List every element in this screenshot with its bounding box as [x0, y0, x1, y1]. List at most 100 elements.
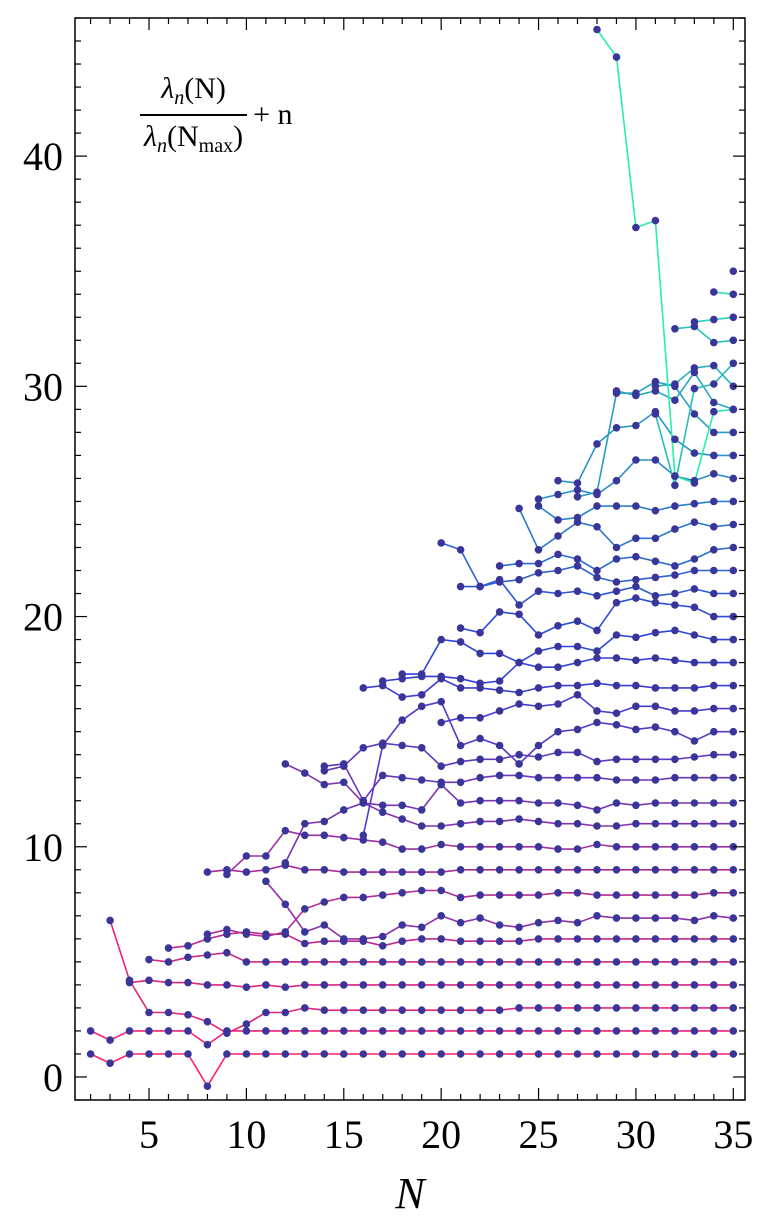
- data-point: [145, 976, 153, 985]
- data-point: [729, 405, 738, 414]
- data-point: [651, 755, 660, 764]
- data-point: [710, 658, 718, 667]
- data-point: [710, 566, 718, 575]
- data-point: [554, 748, 562, 757]
- data-point: [417, 845, 426, 853]
- data-point: [437, 718, 446, 727]
- data-point: [476, 914, 484, 922]
- data-point: [456, 1027, 465, 1035]
- data-point: [729, 1004, 738, 1012]
- data-point: [417, 1050, 426, 1058]
- data-point: [495, 677, 504, 685]
- data-point: [417, 822, 426, 830]
- data-point: [612, 424, 621, 432]
- data-point: [437, 868, 446, 876]
- data-point: [632, 702, 640, 711]
- data-point: [456, 819, 465, 828]
- data-point: [573, 725, 582, 734]
- data-point: [534, 647, 543, 655]
- data-point: [651, 628, 660, 637]
- data-point: [729, 1027, 738, 1035]
- data-point: [301, 928, 309, 936]
- data-point: [690, 479, 699, 487]
- data-point: [340, 1050, 348, 1058]
- data-point: [671, 958, 679, 966]
- data-point: [573, 845, 582, 853]
- data-point: [359, 796, 368, 805]
- data-point: [456, 674, 465, 683]
- x-axis-title: N: [394, 1169, 427, 1218]
- data-point: [632, 575, 640, 584]
- data-point: [340, 958, 348, 966]
- data-point: [359, 684, 368, 692]
- data-point: [534, 817, 543, 826]
- data-point: [690, 318, 699, 326]
- data-point: [301, 831, 309, 840]
- data-point: [612, 981, 621, 989]
- data-point: [320, 817, 329, 826]
- data-point: [710, 750, 718, 759]
- data-point: [729, 914, 738, 922]
- data-point: [690, 1027, 699, 1035]
- data-point: [378, 808, 387, 816]
- data-point: [651, 914, 660, 922]
- data-point: [729, 981, 738, 989]
- data-point: [729, 589, 738, 598]
- data-point: [612, 958, 621, 966]
- data-point: [554, 819, 562, 828]
- data-point: [612, 543, 621, 552]
- data-point: [573, 486, 582, 494]
- data-point: [554, 642, 562, 651]
- data-point: [671, 799, 679, 807]
- data-point: [651, 723, 660, 731]
- data-point: [164, 978, 173, 987]
- data-point: [515, 688, 523, 697]
- series-line-7: [207, 889, 734, 938]
- data-point: [651, 958, 660, 966]
- data-point: [378, 771, 387, 780]
- data-point: [340, 935, 348, 943]
- data-point: [515, 923, 523, 932]
- data-point: [534, 559, 543, 568]
- data-point: [456, 893, 465, 902]
- data-point: [710, 1027, 718, 1035]
- data-point: [340, 806, 348, 814]
- data-point: [281, 1027, 290, 1035]
- data-point: [593, 573, 601, 582]
- data-point: [320, 866, 329, 874]
- data-point: [301, 866, 309, 874]
- data-point: [671, 380, 679, 388]
- data-point: [534, 702, 543, 711]
- data-point: [612, 53, 621, 61]
- series-line-10: [265, 880, 734, 940]
- data-point: [593, 25, 601, 34]
- data-point: [281, 958, 290, 966]
- data-point: [262, 1050, 270, 1058]
- data-point: [534, 546, 543, 554]
- data-point: [320, 958, 329, 966]
- data-point: [632, 891, 640, 899]
- data-point: [106, 1059, 114, 1067]
- data-point: [710, 727, 718, 736]
- series-line-28: [577, 380, 734, 498]
- data-point: [593, 822, 601, 830]
- data-point: [573, 1050, 582, 1058]
- data-point: [515, 504, 523, 513]
- data-point: [651, 592, 660, 600]
- data-point: [729, 428, 738, 437]
- data-point: [476, 817, 484, 826]
- data-point: [554, 845, 562, 853]
- data-point: [495, 1027, 504, 1035]
- data-point: [671, 727, 679, 736]
- data-point: [671, 525, 679, 533]
- data-point: [729, 290, 738, 299]
- fraction-numerator: λn(N): [140, 72, 248, 116]
- data-point: [495, 921, 504, 929]
- data-point: [320, 921, 329, 929]
- data-point: [437, 935, 446, 943]
- data-point: [632, 725, 640, 734]
- data-point: [320, 1027, 329, 1035]
- data-point: [495, 686, 504, 694]
- data-point: [398, 1006, 407, 1014]
- data-point: [495, 562, 504, 570]
